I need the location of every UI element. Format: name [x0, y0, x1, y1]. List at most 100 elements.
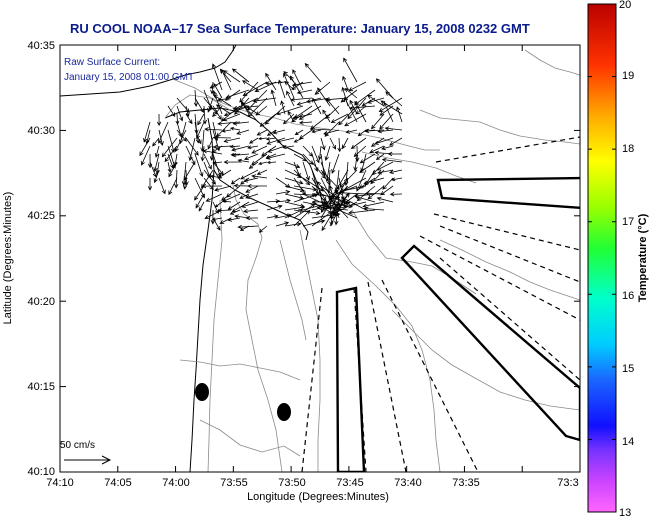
current-vector [139, 137, 151, 157]
current-vector [265, 137, 277, 141]
current-vector [376, 196, 394, 203]
current-vector [347, 97, 367, 120]
current-vector [302, 219, 326, 227]
current-vector [359, 153, 376, 164]
colorbar-tick-label: 14 [622, 436, 634, 448]
current-vector [298, 120, 313, 125]
current-vector [280, 100, 286, 115]
current-vector [164, 145, 178, 163]
current-vector [317, 87, 331, 107]
current-vector [203, 153, 212, 170]
current-vector [161, 137, 178, 158]
current-vector [322, 109, 331, 123]
current-vector [284, 177, 304, 185]
current-vector [325, 161, 331, 183]
map-plot-area [60, 45, 580, 472]
current-vector [329, 192, 350, 219]
current-vector [389, 169, 403, 175]
current-vector [212, 135, 232, 140]
current-vector [229, 209, 241, 215]
current-vector [195, 193, 205, 209]
current-vector [344, 97, 358, 123]
current-vector [292, 69, 304, 91]
current-vector [284, 209, 304, 219]
current-vector [140, 145, 151, 166]
y-tick-label: 40:10 [27, 466, 55, 478]
current-vector [270, 89, 277, 107]
current-vector [237, 158, 250, 163]
current-vector [240, 102, 259, 123]
current-vector [203, 169, 217, 185]
current-vector [316, 205, 349, 211]
current-vector [212, 160, 223, 165]
current-vector [331, 206, 358, 219]
current-vector [353, 153, 358, 172]
current-vector [275, 198, 291, 203]
y-tick-label: 40:15 [27, 381, 55, 393]
current-vector [278, 79, 286, 99]
current-vector [230, 177, 241, 185]
current-vector [350, 137, 367, 150]
current-vector [327, 196, 349, 219]
current-vector [222, 70, 241, 83]
current-vector [207, 97, 214, 113]
current-vector [367, 185, 385, 200]
current-vector [377, 129, 394, 134]
current-vector [284, 193, 305, 200]
current-vector [314, 81, 331, 95]
current-vector [287, 110, 295, 123]
current-vector [370, 137, 385, 147]
current-vector [242, 80, 259, 91]
x-tick-label: 73:3 [557, 477, 578, 489]
radar-boxes [335, 176, 580, 472]
current-vector [396, 106, 403, 123]
current-vector [251, 145, 268, 154]
current-vector [245, 185, 259, 193]
current-vector [248, 161, 259, 169]
current-vector [284, 205, 306, 211]
scale-arrow [64, 455, 112, 465]
current-vector [266, 214, 279, 219]
current-vector [354, 195, 376, 203]
current-vector [302, 177, 325, 192]
current-vector [198, 201, 205, 212]
current-vector [147, 178, 153, 191]
current-vector [256, 169, 268, 175]
colorbar-tick-label: 17 [622, 216, 634, 228]
current-vector [341, 137, 349, 150]
current-vector [293, 153, 308, 162]
current-vector [282, 113, 295, 125]
current-vector [231, 153, 250, 158]
current-vector [343, 57, 358, 83]
current-vector [337, 137, 342, 153]
current-vector [320, 161, 331, 186]
current-vector [202, 149, 223, 155]
current-vector [380, 185, 394, 196]
current-vector [340, 89, 358, 103]
current-vector [194, 185, 205, 201]
current-vector [245, 215, 259, 221]
current-vector [369, 145, 385, 154]
current-vector [365, 191, 385, 196]
current-vector [293, 203, 316, 219]
current-vector [302, 161, 310, 181]
current-vector [284, 222, 302, 227]
x-tick-label: 73:55 [220, 477, 248, 489]
current-vector [326, 98, 340, 115]
current-vector [243, 177, 259, 183]
current-vector [284, 161, 301, 169]
x-tick-label: 74:10 [46, 477, 74, 489]
annotation-line2: January 15, 2008 01:00 GMT [64, 72, 194, 83]
axis-tick-marks [59, 44, 580, 473]
x-tick-label: 73:50 [278, 477, 306, 489]
current-vector [339, 169, 358, 188]
current-vector [298, 105, 322, 120]
y-tick-label: 40:20 [27, 296, 55, 308]
current-vector [194, 177, 205, 199]
current-vector [233, 183, 250, 188]
current-vector [176, 129, 187, 142]
plot-frame [59, 44, 581, 473]
current-vector [293, 169, 311, 186]
current-vector [359, 161, 376, 173]
current-vector [158, 121, 169, 144]
